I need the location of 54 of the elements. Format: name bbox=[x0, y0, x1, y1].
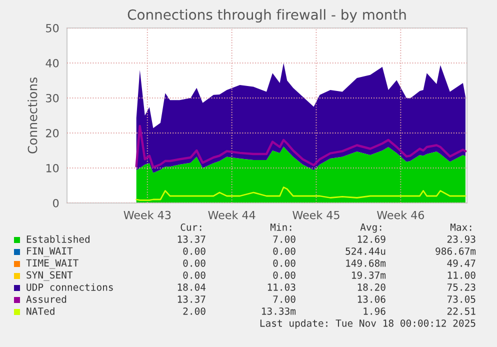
text: 11.03 bbox=[268, 283, 296, 291]
text: 13.06 bbox=[358, 295, 386, 303]
legend-label: Established bbox=[26, 235, 90, 243]
legend-label: Assured bbox=[26, 295, 66, 303]
text: 2.00 bbox=[183, 307, 206, 315]
text: 0.00 bbox=[273, 271, 296, 279]
text: 13.37 bbox=[178, 235, 206, 243]
text: 22.51 bbox=[447, 307, 476, 315]
text: 13.33m bbox=[262, 307, 296, 315]
text: Avg: bbox=[360, 224, 382, 233]
text: 0.00 bbox=[183, 247, 206, 255]
text: 11.00 bbox=[448, 271, 476, 279]
text: 19.37m bbox=[352, 271, 386, 279]
x-tick-label: Week 44 bbox=[208, 210, 256, 220]
x-tick-label: Week 46 bbox=[376, 210, 424, 220]
text: 0.00 bbox=[183, 271, 206, 279]
text: 13.37 bbox=[178, 295, 206, 303]
y-tick-label: 50 bbox=[46, 24, 59, 32]
line-series bbox=[136, 186, 466, 201]
text: 524.44u bbox=[346, 247, 386, 255]
text: Min: bbox=[270, 223, 292, 231]
text: 7.00 bbox=[273, 235, 296, 243]
text: 7.00 bbox=[273, 295, 296, 303]
text: Max: bbox=[450, 224, 472, 231]
x-tick-label: Week 43 bbox=[124, 210, 171, 220]
y-tick-label: 20 bbox=[46, 128, 59, 138]
text: 0.00 bbox=[273, 247, 296, 255]
text: 0.00 bbox=[273, 259, 296, 267]
text: 75.23 bbox=[447, 283, 476, 291]
y-tick-label: 0 bbox=[53, 198, 59, 208]
text: 18.04 bbox=[178, 283, 206, 291]
y-axis-title: Connections bbox=[28, 77, 38, 154]
y-tick-label: 10 bbox=[46, 164, 59, 172]
legend-label: UDP connections bbox=[26, 283, 113, 291]
text: Last update: Tue Nov 18 00:00:12 2025 bbox=[260, 319, 476, 329]
y-tick-label: 30 bbox=[46, 94, 59, 102]
y-tick-label: 40 bbox=[46, 58, 59, 68]
chart-title: Connections through firewall - by month bbox=[128, 9, 406, 23]
line-series bbox=[135, 124, 467, 168]
text: 149.68m bbox=[346, 259, 386, 267]
text: 986.67m bbox=[436, 247, 476, 255]
text: 0.00 bbox=[183, 259, 206, 267]
legend-label: SYN_SENT bbox=[26, 271, 73, 281]
text: 49.47 bbox=[447, 259, 476, 267]
legend-label: TIME_WAIT bbox=[26, 259, 78, 269]
legend-label: NATed bbox=[26, 307, 54, 315]
text: Cur: bbox=[180, 223, 202, 231]
text: 18.20 bbox=[358, 283, 386, 291]
text: 12.69 bbox=[358, 235, 386, 243]
text: 1.96 bbox=[364, 307, 386, 315]
text: 23.93 bbox=[447, 235, 476, 243]
x-tick-label: Week 45 bbox=[292, 210, 340, 220]
text: 73.05 bbox=[447, 295, 476, 303]
legend-label: FIN_WAIT bbox=[27, 247, 73, 257]
